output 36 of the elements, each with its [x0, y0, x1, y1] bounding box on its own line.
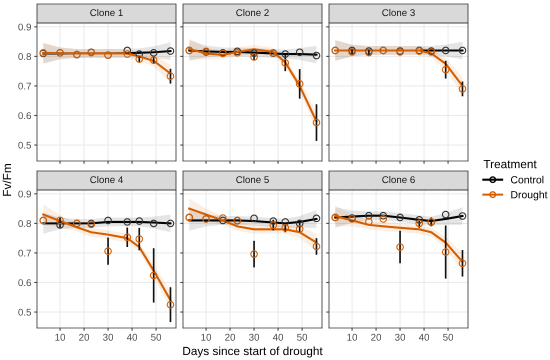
x-tick-label: 20 — [225, 334, 236, 341]
x-tick-label: 30 — [103, 334, 114, 341]
x-tick-label: 10 — [55, 334, 66, 341]
chart-title: Clone 6 — [382, 176, 415, 184]
y-tick-label: 0.6 — [18, 112, 32, 120]
x-tick-label: 30 — [395, 334, 406, 341]
chart-title: Clone 2 — [236, 8, 269, 16]
y-tick-label: 0.8 — [18, 53, 32, 60]
y-tick-label: 0.7 — [18, 82, 31, 90]
y-tick-label: 0.6 — [18, 279, 32, 286]
legend-label: Control — [510, 176, 544, 184]
x-tick-label: 40 — [272, 334, 284, 341]
legend-title: Treatment — [484, 160, 537, 168]
y-tick-label: 0.9 — [18, 24, 31, 30]
y-tick-label: 0.7 — [18, 250, 31, 257]
x-tick-label: 20 — [371, 334, 382, 341]
x-tick-label: 50 — [443, 334, 454, 341]
x-tick-label: 30 — [249, 334, 260, 341]
x-tick-label: 20 — [79, 334, 90, 341]
y-tick-label: 0.5 — [18, 142, 32, 149]
chart-title: Clone 5 — [236, 176, 269, 184]
x-axis-title: Days since start of drought — [183, 346, 323, 358]
y-tick-label: 0.5 — [18, 308, 32, 316]
y-axis-title: Fv/Fm — [2, 164, 12, 196]
x-tick-label: 40 — [418, 334, 430, 341]
x-tick-label: 10 — [347, 334, 358, 341]
x-tick-label: 40 — [126, 334, 138, 341]
x-tick-label: 10 — [201, 334, 212, 341]
chart-title: Clone 4 — [90, 176, 123, 184]
chart-title: Clone 1 — [90, 8, 123, 16]
y-tick-label: 0.8 — [18, 220, 32, 228]
y-tick-label: 0.9 — [18, 190, 31, 198]
legend-label: Drought — [511, 190, 548, 200]
chart-title: Clone 3 — [382, 8, 415, 16]
x-tick-label: 50 — [151, 334, 162, 341]
x-tick-label: 50 — [297, 334, 308, 341]
